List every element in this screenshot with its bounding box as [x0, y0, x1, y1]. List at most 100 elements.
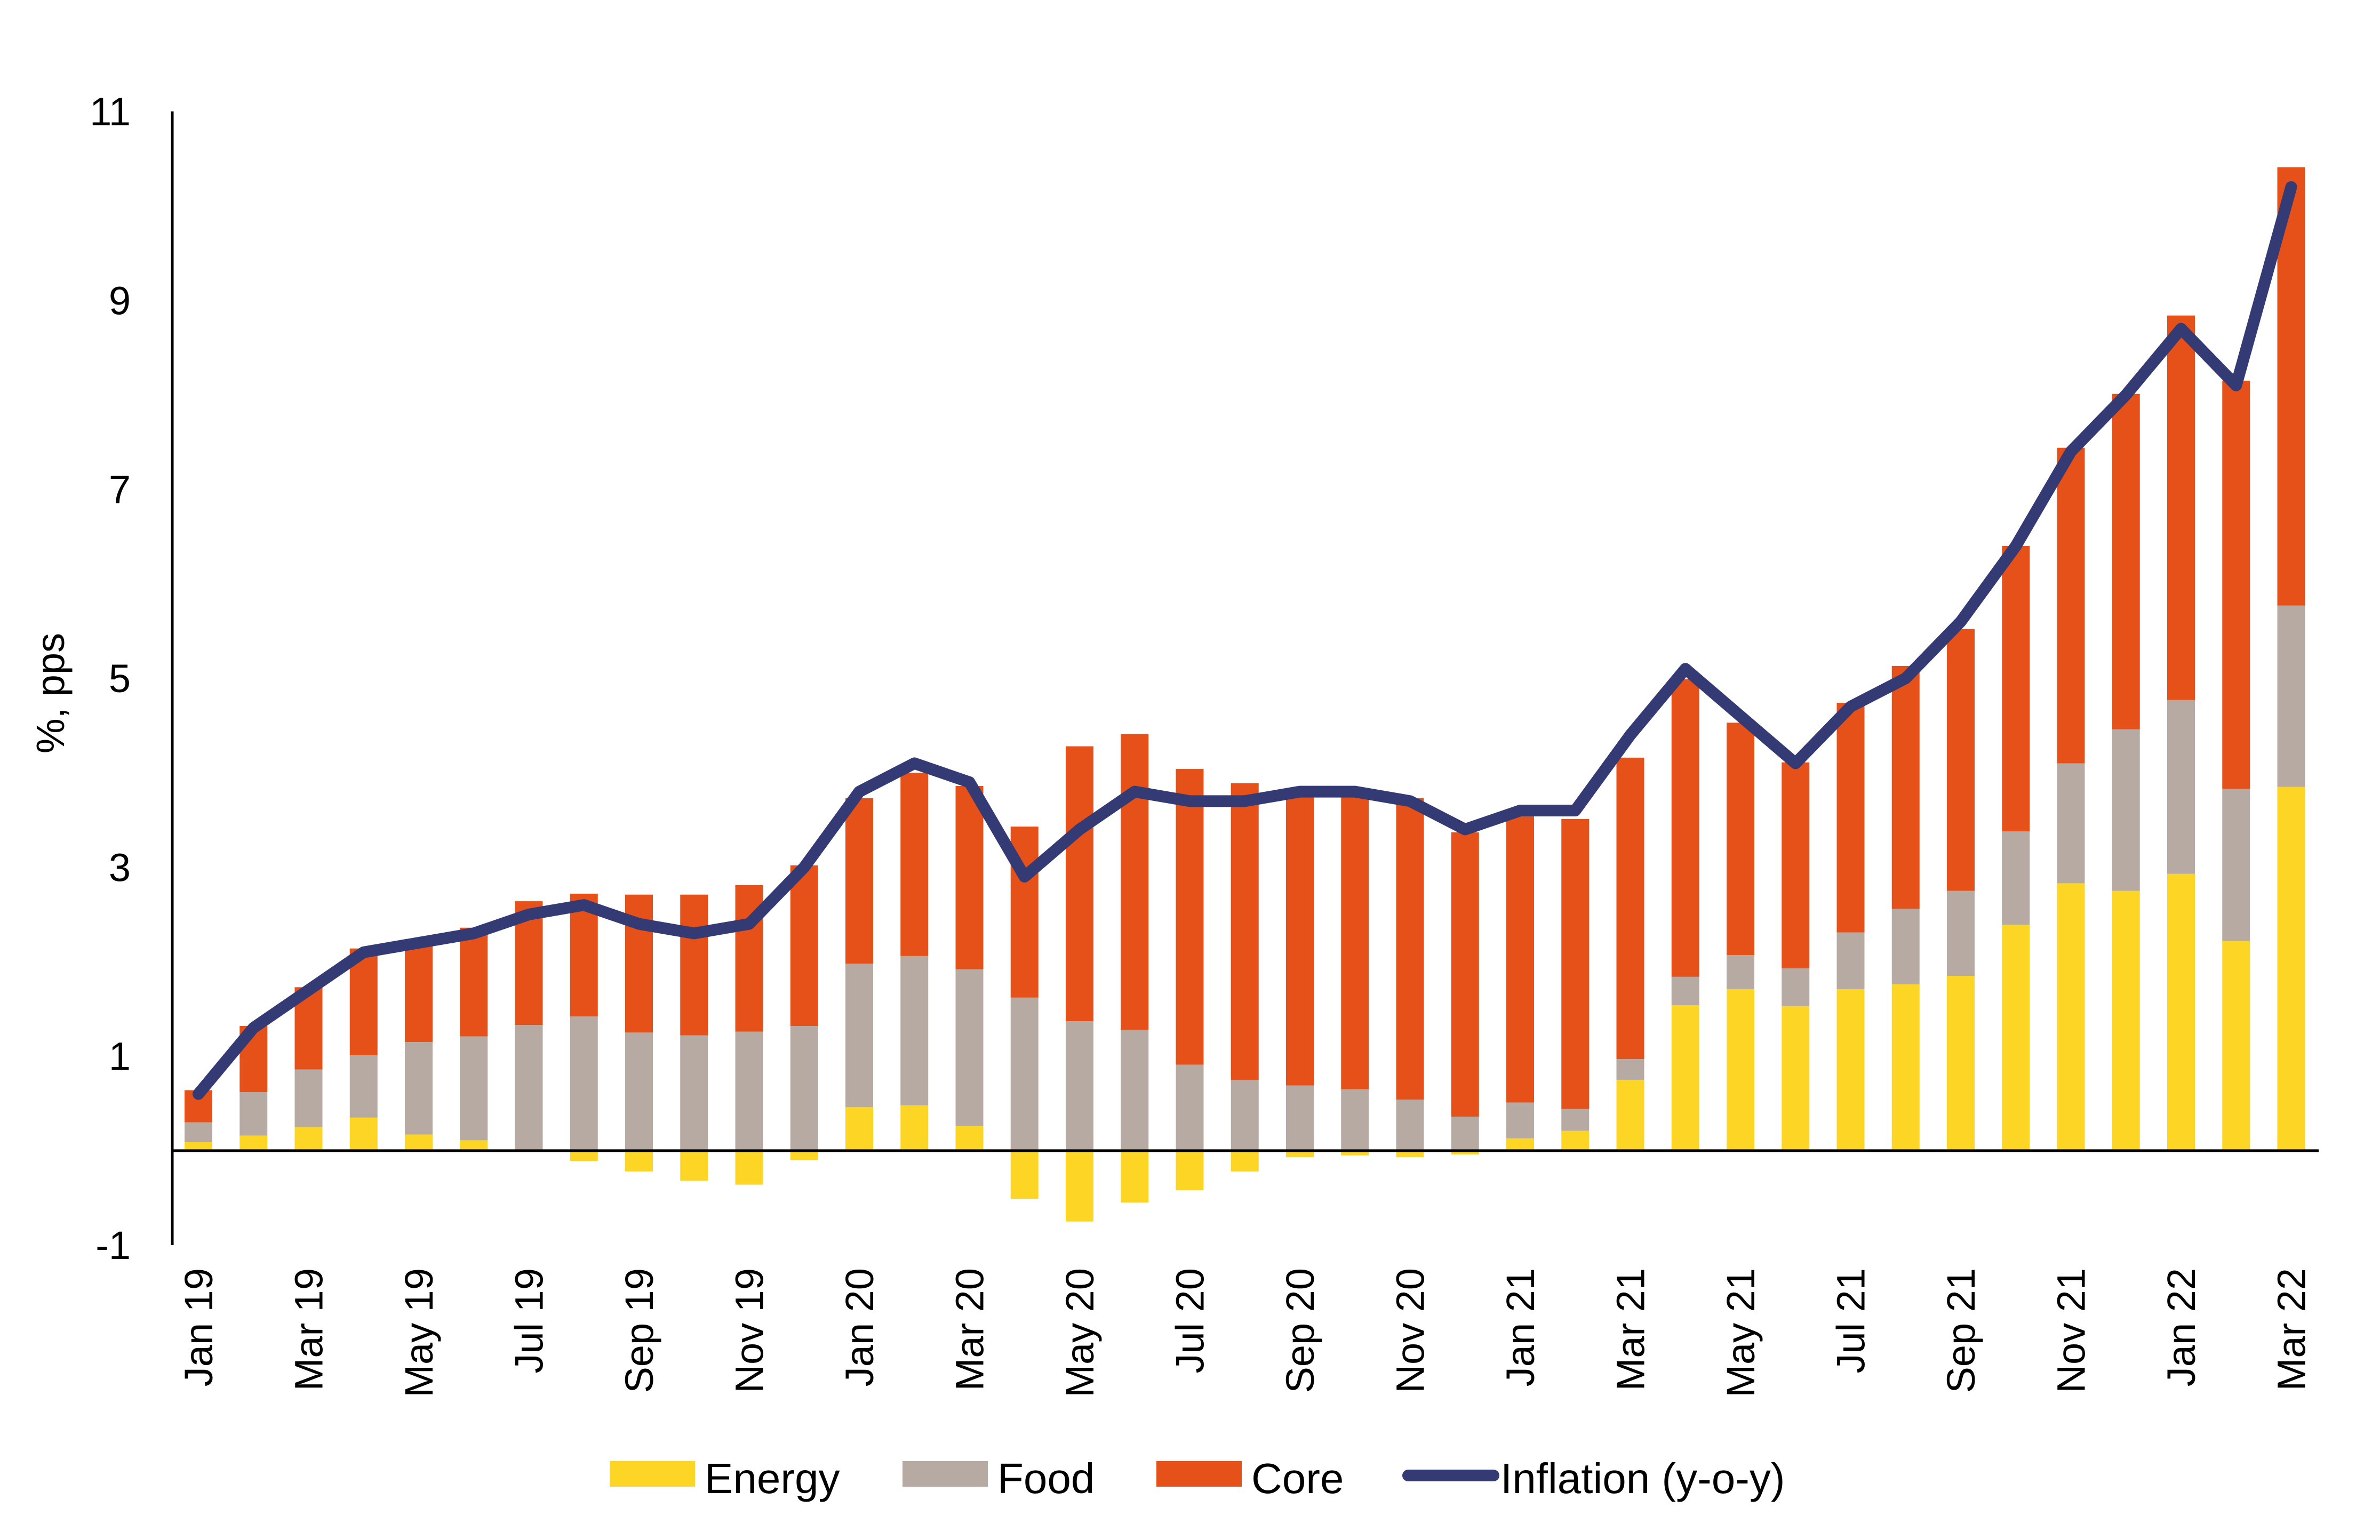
- bar-core: [2112, 394, 2140, 729]
- bar-energy: [1782, 1006, 1810, 1151]
- bar-group: [955, 785, 984, 1151]
- bar-core: [845, 798, 873, 964]
- bar-energy: [955, 1126, 984, 1151]
- bar-food: [1782, 968, 1810, 1006]
- bar-group: [845, 798, 873, 1151]
- legend-item: Energy: [610, 1455, 840, 1502]
- bar-core: [1671, 679, 1699, 977]
- bar-food: [294, 1069, 323, 1127]
- bar-group: [1561, 819, 1590, 1151]
- bar-core: [1727, 723, 1754, 956]
- bar-core: [1286, 793, 1314, 1086]
- bar-group: [1451, 832, 1479, 1154]
- bar-energy: [2222, 941, 2250, 1151]
- x-tick-label: May 19: [397, 1268, 441, 1398]
- x-tick-label: Mar 19: [287, 1268, 331, 1391]
- bar-food: [1176, 1064, 1204, 1151]
- bar-group: [185, 1090, 212, 1151]
- bar-group: [1010, 827, 1039, 1199]
- bar-group: [1947, 629, 1975, 1151]
- bar-energy: [1231, 1150, 1259, 1172]
- bar-food: [405, 1042, 433, 1135]
- bar-core: [2002, 546, 2030, 832]
- legend-item: Core: [1156, 1455, 1344, 1502]
- y-tick-label: 7: [109, 468, 131, 512]
- bar-food: [680, 1035, 708, 1151]
- bar-core: [900, 773, 929, 956]
- bar-food: [1561, 1109, 1590, 1131]
- bar-core: [460, 927, 488, 1037]
- legend-label: Energy: [705, 1455, 840, 1502]
- bar-group: [1836, 703, 1865, 1151]
- x-tick-label: Jul 21: [1829, 1268, 1873, 1373]
- bar-core: [1561, 819, 1590, 1109]
- bar-energy: [1396, 1150, 1424, 1158]
- bar-food: [349, 1055, 378, 1118]
- legend: Energy Food Core Inflation (y-o-y): [610, 1455, 1785, 1502]
- bar-food: [2002, 831, 2030, 925]
- bar-food: [570, 1016, 598, 1151]
- bar-core: [1616, 757, 1644, 1059]
- bar-group: [2057, 447, 2085, 1151]
- bar-core: [1451, 832, 1479, 1117]
- x-tick-label: Sep 19: [617, 1268, 661, 1393]
- bar-energy: [1891, 984, 1920, 1151]
- bar-food: [2057, 763, 2085, 884]
- bar-core: [349, 948, 378, 1055]
- bar-energy: [1286, 1150, 1314, 1158]
- bar-energy: [680, 1150, 708, 1181]
- legend-label: Core: [1251, 1455, 1344, 1502]
- bar-group: [405, 944, 433, 1151]
- bar-core: [1341, 789, 1369, 1089]
- x-tick-label: Jan 19: [177, 1268, 221, 1386]
- bar-core: [680, 894, 708, 1036]
- bar-group: [1341, 789, 1369, 1156]
- bar-group: [1891, 665, 1920, 1151]
- bars: [185, 167, 2305, 1222]
- bar-food: [515, 1025, 543, 1151]
- bar-group: [2002, 546, 2030, 1151]
- legend-label: Inflation (y-o-y): [1500, 1455, 1785, 1502]
- bar-group: [680, 894, 708, 1181]
- bar-energy: [845, 1107, 873, 1151]
- bar-energy: [1836, 989, 1865, 1151]
- bar-food: [1891, 909, 1920, 985]
- x-tick-label: May 21: [1719, 1268, 1763, 1398]
- bar-group: [294, 987, 323, 1151]
- bar-energy: [1561, 1130, 1590, 1151]
- bar-core: [2057, 447, 2085, 764]
- bar-food: [2277, 605, 2305, 787]
- bar-core: [1066, 746, 1093, 1022]
- bar-group: [1286, 793, 1314, 1158]
- legend-swatch: [903, 1461, 988, 1487]
- bar-energy: [460, 1140, 488, 1151]
- y-axis-title: %, pps: [28, 633, 73, 753]
- bar-group: [2167, 315, 2195, 1151]
- x-tick-label: Jan 22: [2159, 1268, 2203, 1386]
- bar-energy: [1671, 1005, 1699, 1151]
- y-tick-label: 3: [109, 845, 131, 889]
- bar-food: [735, 1031, 763, 1151]
- bar-food: [2222, 789, 2250, 941]
- bar-core: [1506, 816, 1534, 1103]
- bar-food: [1010, 997, 1039, 1151]
- bar-food: [900, 956, 929, 1105]
- bar-energy: [239, 1135, 268, 1151]
- y-tick-label: -1: [95, 1223, 131, 1268]
- bar-group: [1066, 746, 1093, 1222]
- x-tick-label: Sep 21: [1939, 1268, 1983, 1393]
- legend-label: Food: [997, 1455, 1095, 1502]
- bar-energy: [735, 1150, 763, 1185]
- bar-food: [1836, 932, 1865, 989]
- bar-energy: [2167, 873, 2195, 1151]
- bar-core: [1231, 783, 1259, 1080]
- bar-group: [2112, 394, 2140, 1151]
- bar-group: [1121, 734, 1149, 1203]
- bar-energy: [2002, 925, 2030, 1151]
- bar-energy: [2277, 787, 2305, 1151]
- bar-core: [1947, 629, 1975, 891]
- series-line-inflation: [193, 181, 2297, 1100]
- bar-group: [735, 885, 763, 1185]
- legend-swatch: [1156, 1461, 1242, 1487]
- bar-food: [1396, 1100, 1424, 1151]
